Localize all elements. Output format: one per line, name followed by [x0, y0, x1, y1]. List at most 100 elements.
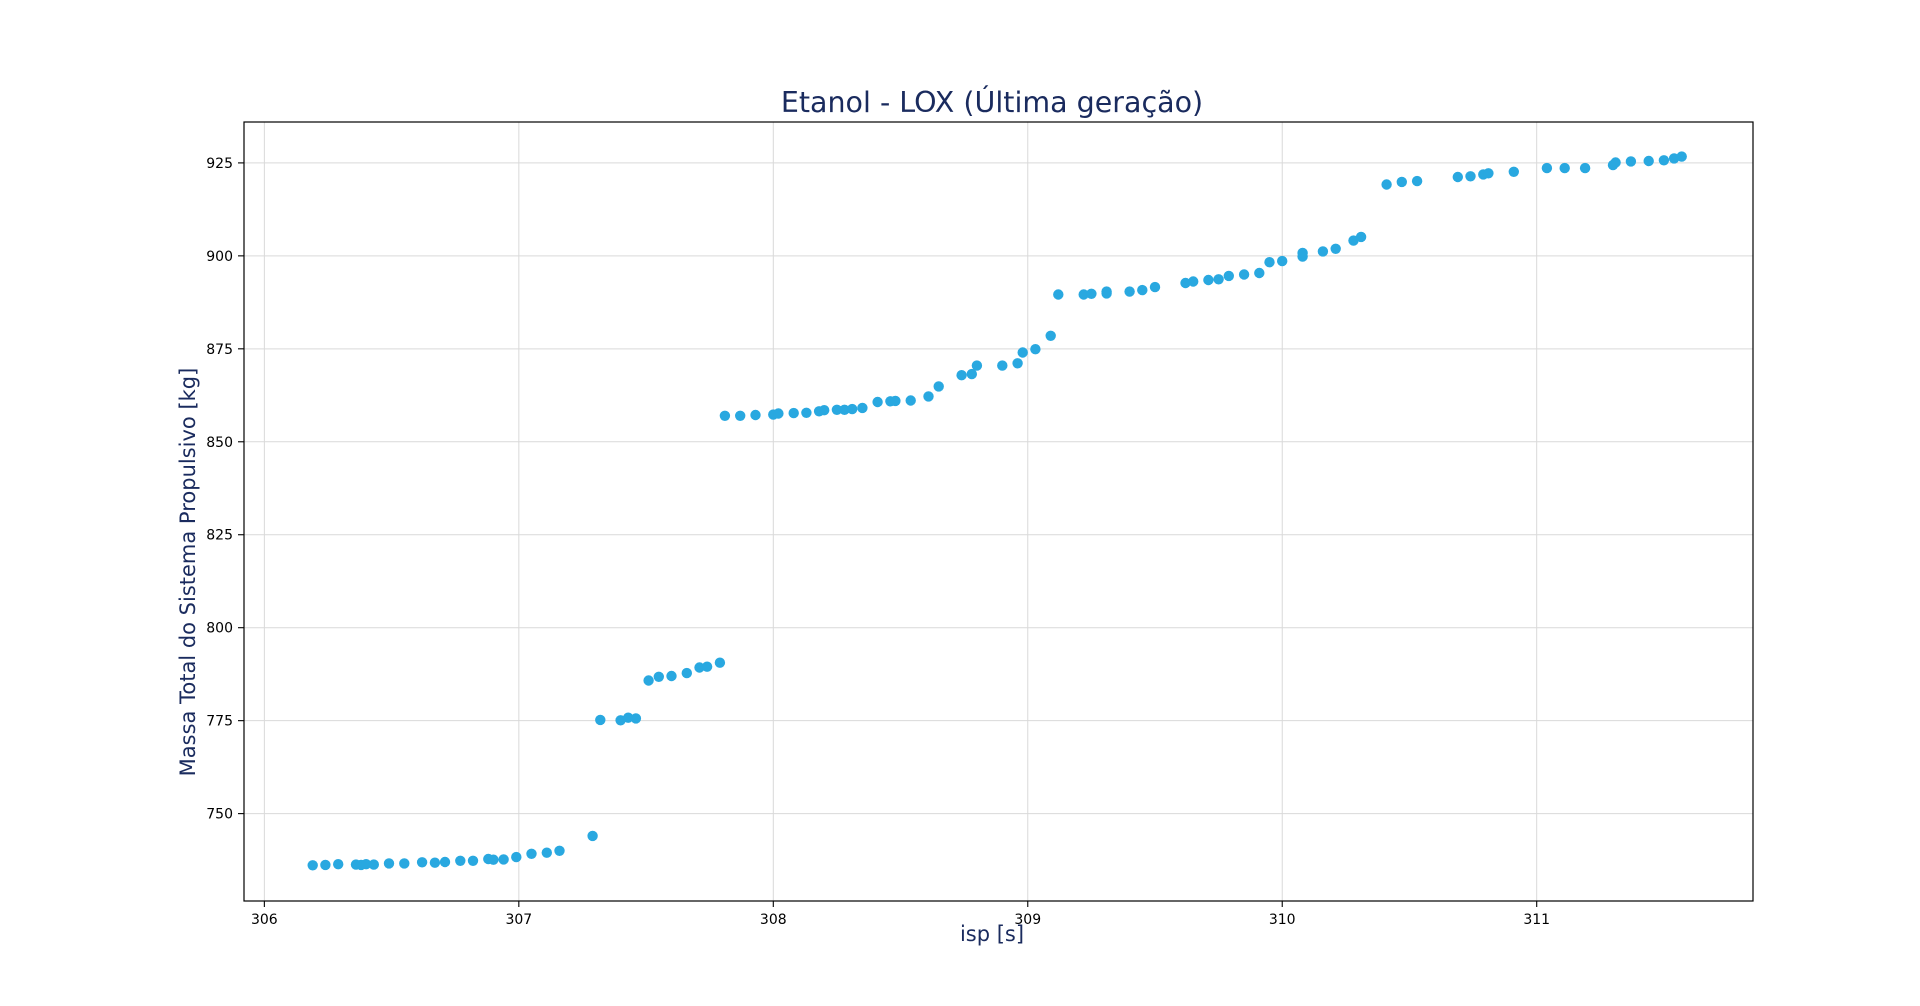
scatter-point [1579, 162, 1591, 174]
y-axis-ticks: 750 775 800 825 850 875 900 925 [206, 156, 244, 823]
scatter-point [701, 661, 713, 672]
scatter-point [623, 712, 634, 723]
x-tick-label: 308 [760, 912, 787, 928]
chart-title: Etanol - LOX (Última geração) [781, 85, 1203, 119]
scatter-point [1381, 179, 1392, 190]
scatter-point [1223, 270, 1235, 282]
scatter-point [1238, 269, 1250, 280]
y-tick-label: 800 [206, 621, 233, 637]
scatter-point [1213, 274, 1224, 285]
scatter-point [541, 847, 552, 858]
scatter-point [997, 360, 1008, 371]
scatter-point [1101, 286, 1112, 297]
scatter-point [694, 662, 705, 673]
scatter-point [1045, 330, 1056, 341]
scatter-point [511, 851, 522, 863]
scatter-point [383, 858, 395, 869]
scatter-point [587, 830, 598, 842]
scatter-point [933, 381, 944, 392]
scatter-point [971, 360, 983, 371]
y-tick-label: 900 [206, 249, 233, 265]
scatter-point [467, 855, 479, 866]
y-tick-label: 850 [206, 435, 233, 451]
scatter-point [643, 675, 654, 686]
scatter-point [735, 410, 746, 421]
scatter-point [1012, 358, 1023, 369]
scatter-point [368, 859, 379, 870]
scatter-point [1264, 257, 1275, 268]
scatter-point [653, 671, 664, 682]
scatter-point [905, 395, 916, 406]
y-tick-label: 825 [206, 528, 233, 544]
scatter-point [1676, 151, 1687, 162]
scatter-point [681, 667, 692, 679]
scatter-point [773, 408, 784, 419]
y-tick-label: 775 [206, 714, 233, 730]
x-tick-label: 307 [505, 912, 532, 928]
scatter-point [872, 396, 883, 408]
y-axis-label: Massa Total do Sistema Propulsivo [kg] [176, 368, 200, 777]
x-tick-label: 306 [251, 912, 278, 928]
scatter-point [1452, 171, 1464, 183]
scatter-point [1541, 162, 1553, 174]
scatter-point [847, 403, 858, 415]
y-tick-label: 875 [206, 342, 233, 358]
scatter-point [923, 391, 934, 402]
scatter-point [439, 856, 451, 868]
scatter-point [1483, 168, 1494, 179]
scatter-point [1053, 289, 1064, 300]
x-tick-label: 310 [1269, 912, 1296, 928]
scatter-point [1086, 288, 1097, 299]
scatter-point [1610, 157, 1621, 168]
scatter-point [1277, 255, 1288, 267]
y-tick-label: 750 [206, 807, 233, 823]
scatter-point [360, 859, 372, 870]
scatter-point [890, 395, 901, 407]
x-tick-label: 311 [1523, 912, 1550, 928]
scatter-point [333, 859, 344, 870]
scatter-point [1396, 176, 1408, 188]
scatter-point [1254, 267, 1265, 279]
scatter-point [1411, 175, 1423, 187]
scatter-point [801, 407, 812, 418]
scatter-point [429, 857, 441, 868]
scatter-point [455, 855, 466, 866]
scatter-point [1465, 171, 1476, 182]
scatter-point [819, 405, 830, 416]
scatter-point [788, 407, 799, 419]
scatter-point [320, 859, 331, 871]
scatter-point [1017, 347, 1028, 358]
scatter-point [1078, 289, 1089, 300]
scatter-point [1658, 155, 1670, 166]
scatter-point [1559, 162, 1570, 174]
scatter-point [750, 409, 761, 421]
scatter-point [714, 657, 726, 668]
scatter-point [1297, 247, 1308, 259]
scatter-point [719, 410, 731, 421]
scatter-point [966, 368, 977, 380]
y-tick-label: 925 [206, 156, 233, 172]
scatter-point [554, 845, 565, 856]
scatter-point [1188, 276, 1199, 287]
scatter-point [1180, 277, 1191, 289]
scatter-point [416, 857, 428, 868]
scatter-point [956, 370, 967, 381]
scatter-point [1030, 344, 1041, 355]
x-tick-label: 309 [1014, 912, 1041, 928]
plot-frame [243, 121, 1754, 902]
scatter-point [1508, 166, 1520, 177]
scatter-point [1355, 231, 1367, 243]
x-axis-ticks: 306 307 308 309 310 311 [251, 901, 1550, 928]
scatter-point [1137, 284, 1148, 296]
scatter-point [307, 860, 318, 871]
scatter-point [1124, 286, 1135, 297]
scatter-point [857, 402, 868, 414]
data-points [307, 151, 1687, 871]
scatter-point [1149, 281, 1161, 293]
scatter-point [488, 854, 499, 865]
scatter-point [666, 670, 677, 682]
scatter-point [1317, 246, 1329, 257]
scatter-point [526, 848, 537, 859]
grid [244, 122, 1753, 901]
